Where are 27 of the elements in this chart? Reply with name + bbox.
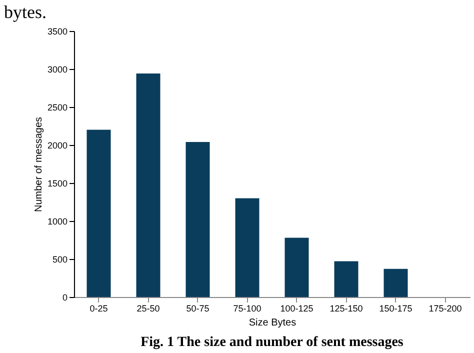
- bar: [86, 130, 111, 297]
- x-axis-title: Size Bytes: [248, 318, 296, 328]
- y-tick-label: 1000: [47, 216, 68, 226]
- bar: [186, 142, 210, 297]
- y-tick-label: 2500: [47, 102, 68, 112]
- bar: [384, 268, 408, 297]
- x-tick-label: 150-175: [379, 304, 412, 314]
- x-tick-label: 125-150: [330, 304, 363, 314]
- text: bytes.: [4, 2, 46, 22]
- y-axis-title: Number of messages: [33, 116, 44, 212]
- x-tick-label: 75-100: [233, 304, 262, 314]
- x-tick-label: 100-125: [280, 304, 314, 314]
- bar: [235, 198, 260, 297]
- y-tick-label: 2000: [47, 140, 68, 150]
- x-tick-label: 0-25: [90, 304, 108, 314]
- y-tick-label: 3500: [47, 26, 68, 36]
- x-tick-label: 25-50: [136, 304, 160, 314]
- y-tick-label: 3000: [47, 64, 68, 74]
- bar: [136, 74, 160, 297]
- bar: [334, 261, 358, 297]
- caption: Fig. 1 The size and number of sent messages: [140, 335, 404, 350]
- bar: [284, 238, 309, 297]
- y-tick-label: 0: [62, 292, 68, 302]
- y-tick-label: 500: [52, 254, 68, 264]
- x-tick-label: 175-200: [428, 304, 462, 314]
- y-tick-label: 1500: [47, 178, 68, 188]
- x-tick-label: 50-75: [186, 304, 210, 314]
